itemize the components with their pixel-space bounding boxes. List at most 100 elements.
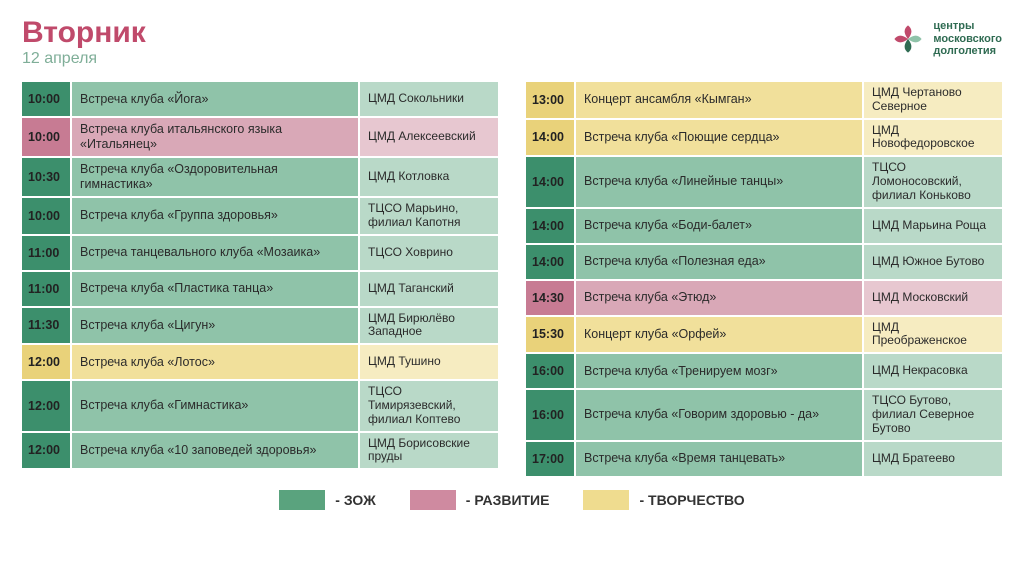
legend-item-green: - ЗОЖ — [279, 490, 376, 510]
cell-time: 11:00 — [22, 272, 70, 306]
cell-location: ЦМД Московский — [864, 281, 1002, 315]
cell-description: Встреча клуба «Боди-балет» — [576, 209, 862, 243]
cell-time: 11:30 — [22, 308, 70, 344]
brand-line: московского — [933, 33, 1002, 46]
schedule-row: 14:00Встреча клуба «Линейные танцы»ТЦСО … — [526, 157, 1002, 206]
schedule-row: 10:30Встреча клуба «Оздоровительная гимн… — [22, 158, 498, 196]
cell-description: Встреча клуба «Лотос» — [72, 345, 358, 379]
cell-location: ЦМД Чертаново Северное — [864, 82, 1002, 118]
schedule-row: 12:00Встреча клуба «Лотос»ЦМД Тушино — [22, 345, 498, 379]
schedule-column-left: 10:00Встреча клуба «Йога»ЦМД Сокольники1… — [22, 82, 498, 476]
cell-location: ТЦСО Ломоносовский, филиал Коньково — [864, 157, 1002, 206]
cell-time: 12:00 — [22, 433, 70, 469]
cell-time: 11:00 — [22, 236, 70, 270]
cell-time: 16:00 — [526, 354, 574, 388]
schedule-row: 17:00Встреча клуба «Время танцевать»ЦМД … — [526, 442, 1002, 476]
schedule-row: 14:30Встреча клуба «Этюд»ЦМД Московский — [526, 281, 1002, 315]
cell-time: 14:00 — [526, 157, 574, 206]
brand-line: центры — [933, 20, 1002, 33]
cell-description: Встреча клуба «Этюд» — [576, 281, 862, 315]
cell-description: Встреча клуба «Тренируем мозг» — [576, 354, 862, 388]
cell-time: 16:00 — [526, 390, 574, 439]
title-block: Вторник 12 апреля — [22, 18, 146, 68]
cell-location: ЦМД Тушино — [360, 345, 498, 379]
cell-description: Встреча клуба «Йога» — [72, 82, 358, 116]
cell-time: 10:00 — [22, 118, 70, 156]
cell-location: ТЦСО Бутово, филиал Северное Бутово — [864, 390, 1002, 439]
cell-description: Встреча клуба «Поющие сердца» — [576, 120, 862, 156]
cell-location: ТЦСО Марьино, филиал Капотня — [360, 198, 498, 234]
cell-time: 14:00 — [526, 245, 574, 279]
cell-time: 10:00 — [22, 198, 70, 234]
cell-description: Встреча клуба «Пластика танца» — [72, 272, 358, 306]
cell-description: Встреча клуба «Время танцевать» — [576, 442, 862, 476]
cell-location: ЦМД Южное Бутово — [864, 245, 1002, 279]
schedule-row: 12:00Встреча клуба «10 заповедей здоровь… — [22, 433, 498, 469]
schedule-row: 13:00Концерт ансамбля «Кымган»ЦМД Чертан… — [526, 82, 1002, 118]
schedule-row: 15:30Концерт клуба «Орфей»ЦМД Преображен… — [526, 317, 1002, 353]
cell-time: 15:30 — [526, 317, 574, 353]
schedule-row: 11:00Встреча клуба «Пластика танца»ЦМД Т… — [22, 272, 498, 306]
cell-description: Встреча клуба «Гимнастика» — [72, 381, 358, 430]
cell-description: Встреча клуба «Цигун» — [72, 308, 358, 344]
cell-time: 12:00 — [22, 381, 70, 430]
cell-description: Встреча клуба «Полезная еда» — [576, 245, 862, 279]
legend-label: - ЗОЖ — [335, 492, 376, 508]
schedule-row: 16:00Встреча клуба «Говорим здоровью - д… — [526, 390, 1002, 439]
schedule-row: 11:30Встреча клуба «Цигун»ЦМД Бирюлёво З… — [22, 308, 498, 344]
brand-line: долголетия — [933, 45, 1002, 58]
cell-location: ЦМД Борисовские пруды — [360, 433, 498, 469]
legend-label: - ТВОРЧЕСТВО — [639, 492, 744, 508]
cell-time: 10:00 — [22, 82, 70, 116]
schedule-row: 14:00Встреча клуба «Поющие сердца»ЦМД Но… — [526, 120, 1002, 156]
cell-location: ЦМД Сокольники — [360, 82, 498, 116]
schedule-row: 10:00Встреча клуба итальянского языка «И… — [22, 118, 498, 156]
cell-description: Встреча клуба «Линейные танцы» — [576, 157, 862, 206]
cell-description: Встреча клуба «Группа здоровья» — [72, 198, 358, 234]
schedule-row: 10:00Встреча клуба «Йога»ЦМД Сокольники — [22, 82, 498, 116]
cell-description: Концерт клуба «Орфей» — [576, 317, 862, 353]
schedule-row: 11:00Встреча танцевального клуба «Мозаик… — [22, 236, 498, 270]
legend: - ЗОЖ - РАЗВИТИЕ - ТВОРЧЕСТВО — [22, 490, 1002, 510]
schedule-row: 12:00Встреча клуба «Гимнастика»ТЦСО Тими… — [22, 381, 498, 430]
schedule-row: 14:00Встреча клуба «Боди-балет»ЦМД Марьи… — [526, 209, 1002, 243]
cell-location: ЦМД Некрасовка — [864, 354, 1002, 388]
brand: центры московского долголетия — [891, 20, 1002, 58]
schedule-row: 14:00Встреча клуба «Полезная еда»ЦМД Южн… — [526, 245, 1002, 279]
cell-location: ЦМД Новофедоровское — [864, 120, 1002, 156]
cell-location: ЦМД Марьина Роща — [864, 209, 1002, 243]
cell-time: 13:00 — [526, 82, 574, 118]
cell-description: Концерт ансамбля «Кымган» — [576, 82, 862, 118]
cell-location: ЦМД Преображенское — [864, 317, 1002, 353]
cell-location: ЦМД Бирюлёво Западное — [360, 308, 498, 344]
cell-time: 14:00 — [526, 209, 574, 243]
header: Вторник 12 апреля центры московского дол… — [22, 18, 1002, 68]
schedule-page: Вторник 12 апреля центры московского дол… — [0, 0, 1024, 576]
schedule-columns: 10:00Встреча клуба «Йога»ЦМД Сокольники1… — [22, 82, 1002, 476]
cell-time: 10:30 — [22, 158, 70, 196]
cell-location: ЦМД Таганский — [360, 272, 498, 306]
schedule-column-right: 13:00Концерт ансамбля «Кымган»ЦМД Чертан… — [526, 82, 1002, 476]
cell-time: 17:00 — [526, 442, 574, 476]
cell-time: 14:30 — [526, 281, 574, 315]
cell-location: ЦМД Котловка — [360, 158, 498, 196]
date-subtitle: 12 апреля — [22, 50, 146, 68]
cell-location: ЦМД Алексеевский — [360, 118, 498, 156]
cell-location: ТЦСО Тимирязевский, филиал Коптево — [360, 381, 498, 430]
cell-time: 12:00 — [22, 345, 70, 379]
cell-location: ТЦСО Ховрино — [360, 236, 498, 270]
brand-logo-icon — [891, 22, 925, 56]
cell-description: Встреча клуба «10 заповедей здоровья» — [72, 433, 358, 469]
cell-description: Встреча клуба итальянского языка «Италья… — [72, 118, 358, 156]
cell-description: Встреча танцевального клуба «Мозаика» — [72, 236, 358, 270]
legend-swatch-green — [279, 490, 325, 510]
cell-location: ЦМД Братеево — [864, 442, 1002, 476]
legend-swatch-yellow — [583, 490, 629, 510]
cell-description: Встреча клуба «Говорим здоровью - да» — [576, 390, 862, 439]
legend-label: - РАЗВИТИЕ — [466, 492, 550, 508]
day-title: Вторник — [22, 18, 146, 48]
legend-swatch-pink — [410, 490, 456, 510]
schedule-row: 10:00Встреча клуба «Группа здоровья»ТЦСО… — [22, 198, 498, 234]
schedule-row: 16:00Встреча клуба «Тренируем мозг»ЦМД Н… — [526, 354, 1002, 388]
legend-item-pink: - РАЗВИТИЕ — [410, 490, 550, 510]
